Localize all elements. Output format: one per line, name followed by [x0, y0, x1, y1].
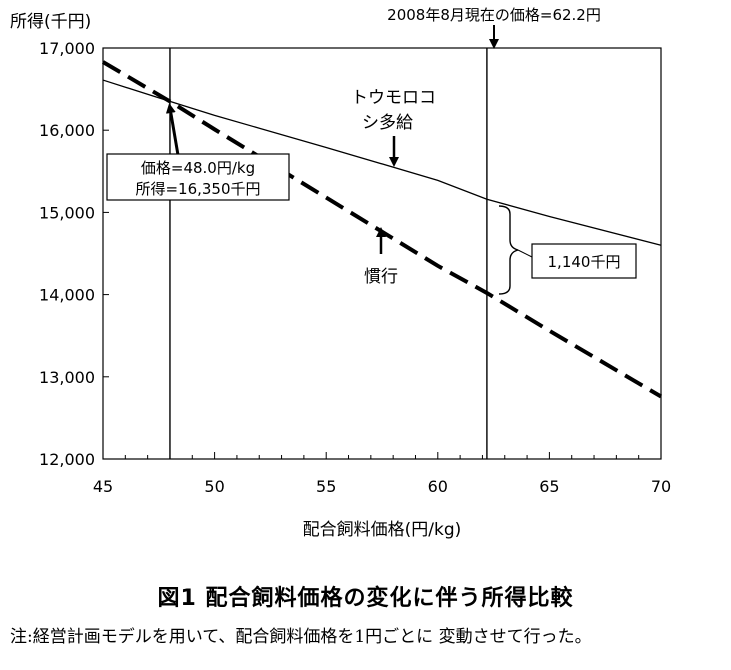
plot-frame	[102, 47, 662, 460]
figure-note: 注:経営計画モデルを用いて、配合飼料価格を1円ごとに 変動させて行った。	[10, 627, 592, 647]
difference-brace	[498, 205, 519, 295]
x-tick-label: 60	[428, 477, 448, 496]
current-price-label: 2008年8月現在の価格=62.2円	[387, 6, 601, 24]
series-label-corn-heavy-line2: シ多給	[362, 113, 413, 133]
x-tick-label: 45	[93, 477, 113, 496]
x-axis-title: 配合飼料価格(円/kg)	[303, 520, 462, 540]
difference-label: 1,140千円	[548, 253, 621, 271]
y-tick-label: 14,000	[39, 286, 95, 305]
series-line-corn-heavy	[102, 79, 662, 246]
y-axis: 12,000 13,000 14,000 15,000 16,000 17,000	[39, 39, 109, 469]
series-label-corn-heavy-line1: トウモロコ	[351, 88, 436, 108]
y-tick-label: 15,000	[39, 203, 95, 222]
difference-box	[531, 243, 637, 279]
point-annotation-arrow	[165, 103, 180, 156]
x-tick-label: 65	[539, 477, 559, 496]
y-axis-title: 所得(千円)	[10, 12, 91, 32]
point-annotation-income: 所得=16,350千円	[135, 180, 260, 198]
x-tick-label: 50	[204, 477, 224, 496]
x-tick-label: 70	[651, 477, 671, 496]
figure-title: 図1 配合飼料価格の変化に伴う所得比較	[157, 586, 574, 611]
y-tick-label: 17,000	[39, 39, 95, 58]
series-label-conventional: 慣行	[364, 267, 398, 287]
point-annotation-price: 価格=48.0円/kg	[141, 159, 255, 177]
y-tick-label: 13,000	[39, 368, 95, 387]
y-tick-label: 16,000	[39, 121, 95, 140]
x-axis: 45 50 55 60 65 70	[93, 452, 671, 496]
difference-connector	[517, 249, 533, 258]
y-tick-label: 12,000	[39, 450, 95, 469]
x-tick-label: 55	[316, 477, 336, 496]
income-chart: 所得(千円) 配合飼料価格(円/kg) 12,000 13,000 14,000 15…	[10, 6, 671, 540]
point-annotation-box	[106, 153, 290, 201]
